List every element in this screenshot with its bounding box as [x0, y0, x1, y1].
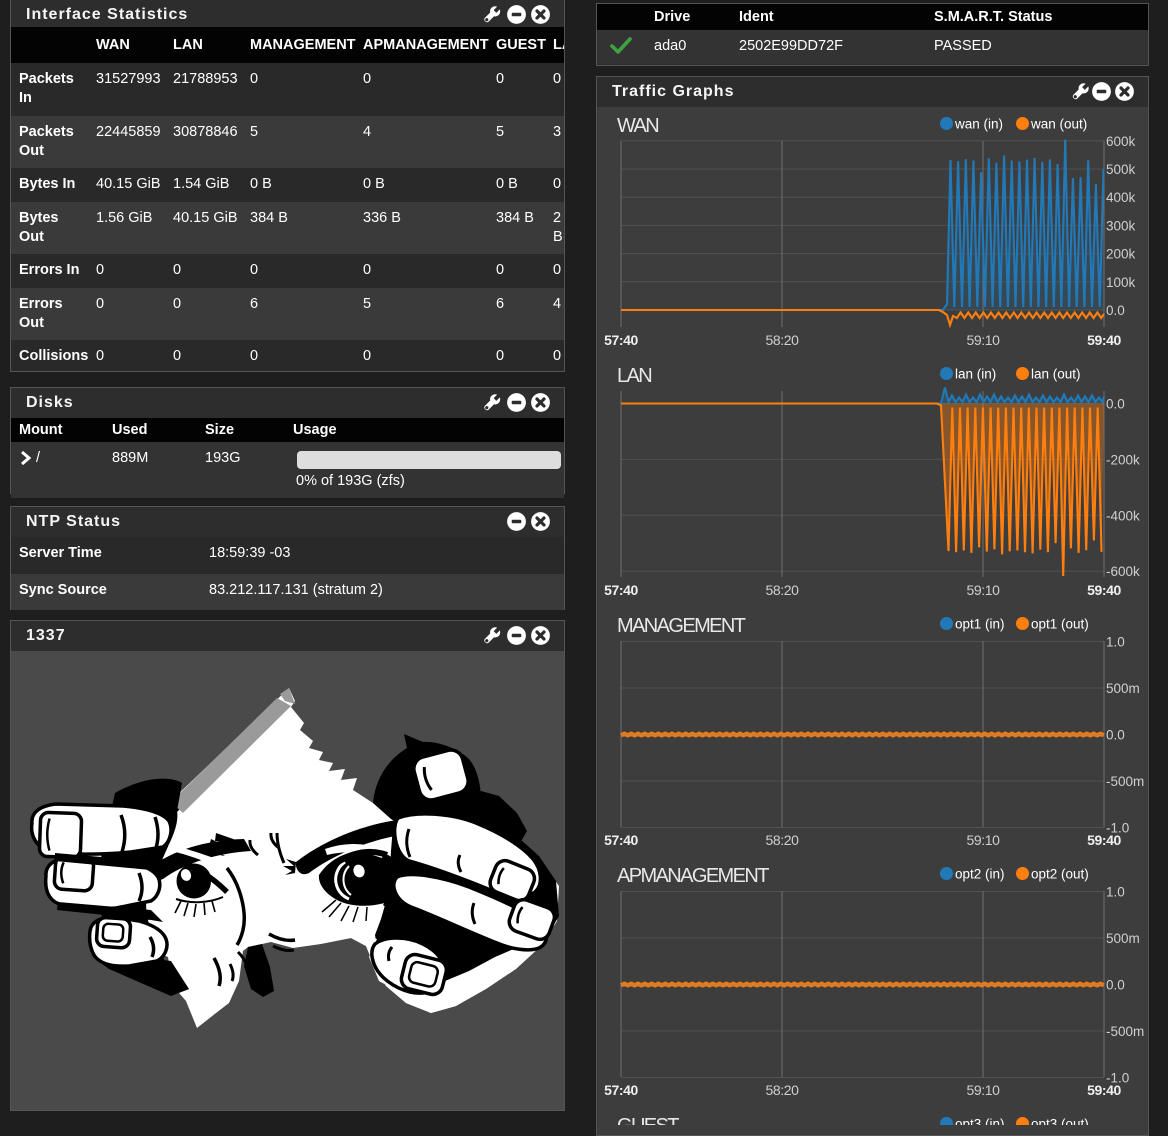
- svg-text:59:10: 59:10: [966, 582, 1000, 598]
- svg-text:-500m: -500m: [1106, 774, 1144, 789]
- svg-text:-1.0: -1.0: [1106, 1071, 1129, 1086]
- svg-text:57:40: 57:40: [604, 1082, 638, 1098]
- svg-text:200k: 200k: [1106, 247, 1136, 262]
- svg-text:opt1 (in): opt1 (in): [955, 617, 1005, 632]
- svg-text:wan (in): wan (in): [954, 117, 1003, 132]
- svg-text:600k: 600k: [1106, 134, 1136, 149]
- svg-text:500m: 500m: [1106, 681, 1140, 696]
- svg-text:0.0: 0.0: [1106, 728, 1125, 743]
- svg-text:LAN: LAN: [617, 365, 651, 387]
- svg-text:opt3 (out): opt3 (out): [1031, 1117, 1089, 1126]
- svg-text:0.0: 0.0: [1106, 978, 1125, 993]
- svg-text:WAN: WAN: [617, 115, 658, 137]
- svg-text:500m: 500m: [1106, 931, 1140, 946]
- svg-text:57:40: 57:40: [604, 582, 638, 598]
- svg-text:500k: 500k: [1106, 162, 1136, 177]
- svg-text:opt1 (out): opt1 (out): [1031, 617, 1089, 632]
- svg-text:300k: 300k: [1106, 218, 1136, 233]
- svg-text:400k: 400k: [1106, 190, 1136, 205]
- svg-text:APMANAGEMENT: APMANAGEMENT: [617, 865, 769, 887]
- svg-text:opt2 (out): opt2 (out): [1031, 867, 1089, 882]
- svg-text:57:40: 57:40: [604, 332, 638, 348]
- svg-text:59:40: 59:40: [1087, 582, 1121, 598]
- svg-text:59:10: 59:10: [966, 1082, 1000, 1098]
- svg-text:58:20: 58:20: [765, 1082, 799, 1098]
- svg-text:-400k: -400k: [1106, 508, 1140, 523]
- svg-text:-500m: -500m: [1106, 1024, 1144, 1039]
- svg-text:-1.0: -1.0: [1106, 821, 1129, 836]
- svg-text:0.0: 0.0: [1106, 397, 1125, 412]
- svg-text:58:20: 58:20: [765, 332, 799, 348]
- svg-text:59:40: 59:40: [1087, 332, 1121, 348]
- svg-text:59:10: 59:10: [966, 332, 1000, 348]
- svg-text:100k: 100k: [1106, 275, 1136, 290]
- svg-text:lan (in): lan (in): [955, 367, 996, 382]
- svg-text:GUEST: GUEST: [617, 1115, 679, 1125]
- svg-text:wan (out): wan (out): [1030, 117, 1087, 132]
- svg-text:59:40: 59:40: [1087, 1082, 1121, 1098]
- svg-text:59:40: 59:40: [1087, 832, 1121, 848]
- svg-text:1.0: 1.0: [1106, 635, 1125, 650]
- svg-text:57:40: 57:40: [604, 832, 638, 848]
- svg-text:opt2 (in): opt2 (in): [955, 867, 1005, 882]
- svg-text:-200k: -200k: [1106, 452, 1140, 467]
- svg-text:opt3 (in): opt3 (in): [955, 1117, 1005, 1126]
- svg-text:0.0: 0.0: [1106, 303, 1125, 318]
- svg-text:1.0: 1.0: [1106, 885, 1125, 900]
- svg-text:-600k: -600k: [1106, 564, 1140, 579]
- svg-text:58:20: 58:20: [765, 832, 799, 848]
- svg-text:lan (out): lan (out): [1031, 367, 1081, 382]
- svg-text:58:20: 58:20: [765, 582, 799, 598]
- svg-text:MANAGEMENT: MANAGEMENT: [617, 615, 746, 637]
- svg-text:59:10: 59:10: [966, 832, 1000, 848]
